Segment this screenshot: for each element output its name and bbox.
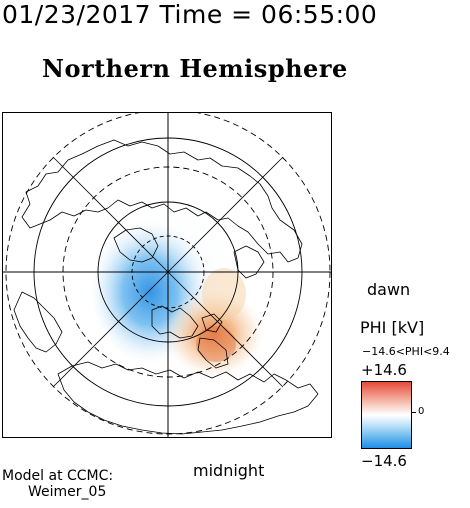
map-title: Northern Hemisphere xyxy=(42,54,348,83)
potential-positive-lobe xyxy=(202,268,246,320)
coastline-scandinavia xyxy=(233,245,265,279)
colorbar-title: PHI [kV] xyxy=(360,318,425,337)
colorbar-range: −14.6<PHI<9.4 xyxy=(362,345,450,358)
colorbar-zero-label: 0 xyxy=(418,406,425,417)
coastline-greenland xyxy=(113,227,159,263)
model-credit: Model at CCMC: xyxy=(2,468,114,484)
map-frame xyxy=(2,112,332,438)
coastline-hudson-bay xyxy=(197,337,229,369)
potential-positive-core xyxy=(196,326,236,362)
coastline-north-america xyxy=(57,361,319,435)
colorbar xyxy=(361,381,412,449)
dawn-label: dawn xyxy=(367,280,411,299)
coastline-alaska xyxy=(13,291,63,353)
meridian-line xyxy=(167,271,284,388)
coastline-eurasia xyxy=(21,139,303,263)
time-header: 01/23/2017 Time = 06:55:00 xyxy=(2,0,378,29)
meridian-line xyxy=(167,156,284,273)
model-name: Weimer_05 xyxy=(28,484,107,500)
coastline-arctic-islands xyxy=(151,305,223,339)
colorbar-max-label: +14.6 xyxy=(361,361,407,379)
meridian-line xyxy=(52,156,169,273)
meridian-line xyxy=(52,271,169,388)
colorbar-min-label: −14.6 xyxy=(361,452,407,470)
polar-map xyxy=(2,112,332,438)
midnight-label: midnight xyxy=(193,461,265,480)
colorbar-zero-tick xyxy=(412,412,416,413)
